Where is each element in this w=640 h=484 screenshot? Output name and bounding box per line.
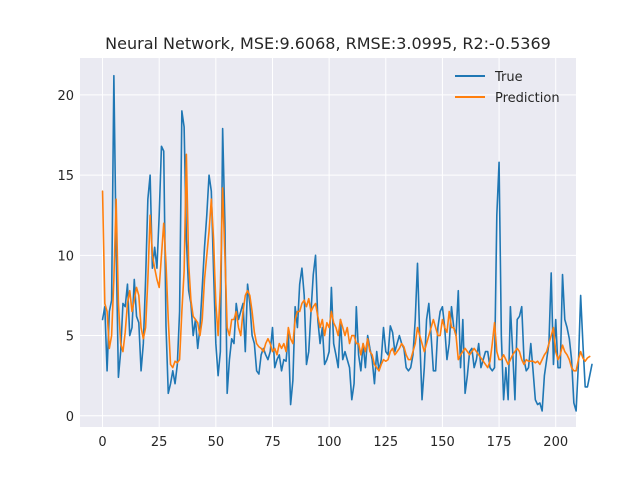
x-tick-label: 0 xyxy=(98,435,106,450)
series-line-prediction xyxy=(101,153,591,372)
y-tick-label: 0 xyxy=(66,410,74,425)
y-tick-label: 5 xyxy=(66,330,74,345)
legend-label-true: True xyxy=(494,70,523,85)
x-tick-label: 75 xyxy=(264,435,281,450)
x-tick-label: 175 xyxy=(487,435,512,450)
y-tick-label: 15 xyxy=(57,169,74,184)
y-tick-label: 20 xyxy=(57,89,74,104)
x-tick-label: 150 xyxy=(430,435,455,450)
series-line-true xyxy=(101,74,593,412)
x-tick-label: 100 xyxy=(317,435,342,450)
y-tick-label: 10 xyxy=(57,249,74,264)
x-tick-label: 50 xyxy=(208,435,225,450)
x-tick-label: 200 xyxy=(543,435,568,450)
legend: True Prediction xyxy=(455,70,560,106)
chart-title: Neural Network, MSE:9.6068, RMSE:3.0995,… xyxy=(105,34,551,53)
legend-label-prediction: Prediction xyxy=(495,91,560,106)
x-tick-label: 25 xyxy=(151,435,168,450)
plot-area xyxy=(80,58,576,427)
x-tick-label: 125 xyxy=(373,435,398,450)
